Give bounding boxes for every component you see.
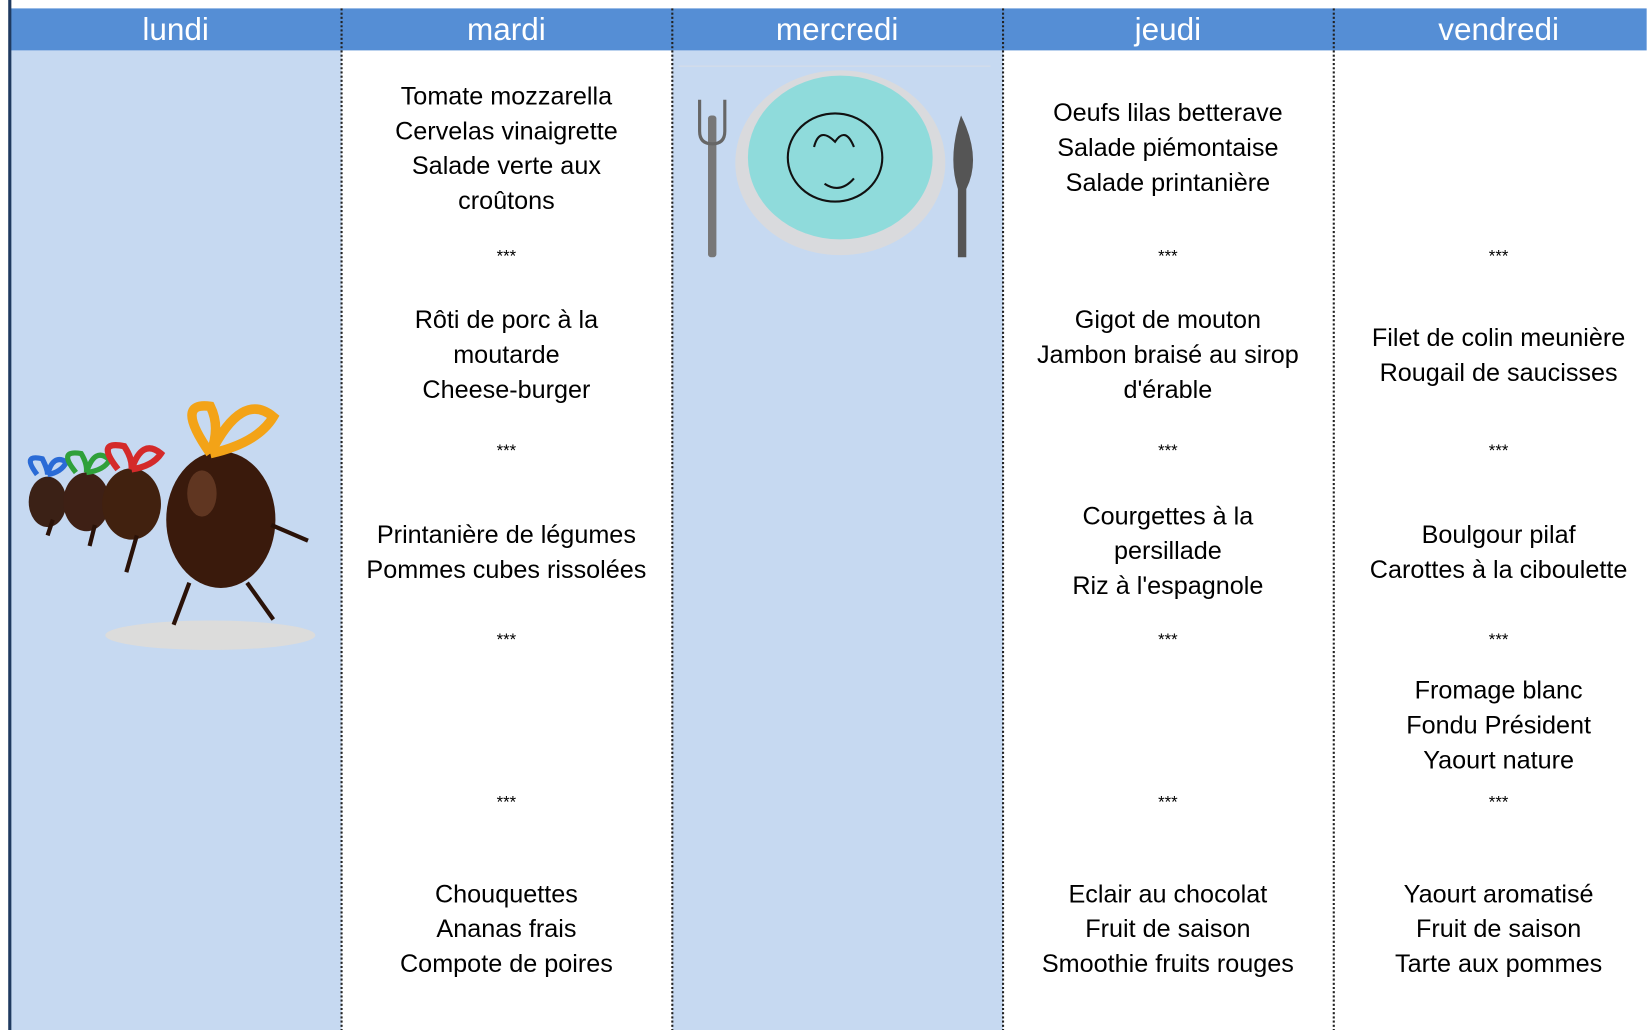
separator: *** [1158,247,1178,266]
menu-item: Printanière de légumes [377,521,636,549]
separator: *** [497,793,517,812]
separator: *** [497,441,517,460]
menu-item: Fruit de saison [1085,915,1250,943]
day-header: lundi [142,11,209,47]
day-header: mercredi [776,11,898,47]
menu-item: Fromage blanc [1415,677,1583,705]
menu-item: persillade [1114,537,1222,565]
menu-item: Boulgour pilaf [1422,521,1577,549]
menu-item: Fondu Président [1406,712,1591,740]
menu-item: Fruit de saison [1416,915,1581,943]
menu-item: Riz à l'espagnole [1072,572,1263,600]
separator: *** [1158,793,1178,812]
menu-item: Salade printanière [1066,169,1270,197]
menu-item: Ananas frais [436,915,576,943]
menu-item: Cervelas vinaigrette [395,117,618,145]
menu-item: Gigot de mouton [1075,306,1261,334]
menu-item: Oeufs lilas betterave [1053,99,1283,127]
easter-eggs-illustration [27,401,316,650]
menu-item: croûtons [458,187,555,215]
plate-illustration [678,65,991,258]
menu-item: Eclair au chocolat [1068,880,1267,908]
separator: *** [1158,441,1178,460]
menu-item: Tomate mozzarella [401,82,613,110]
menu-item: Yaourt nature [1423,746,1574,774]
separator: *** [497,247,517,266]
menu-item: Pommes cubes rissolées [366,556,646,584]
menu-item: Salade verte aux [412,152,601,180]
menu-item: Compote de poires [400,950,613,978]
menu-item: Cheese-burger [422,376,590,404]
menu-item: Jambon braisé au sirop [1037,341,1299,369]
header-bar [8,8,1647,51]
menu-item: Yaourt aromatisé [1404,880,1594,908]
separator: *** [1489,441,1509,460]
menu-item: Salade piémontaise [1057,134,1278,162]
day-header: mardi [467,11,546,47]
separator: *** [1489,247,1509,266]
menu-item: Chouquettes [435,880,578,908]
separator: *** [1489,630,1509,649]
menu-item: Courgettes à la [1082,502,1254,530]
menu-item: Carottes à la ciboulette [1370,556,1628,584]
menu-item: Filet de colin meunière [1372,324,1625,352]
menu-item: d'érable [1123,376,1212,404]
day-header: vendredi [1438,11,1559,47]
menu-item: Rôti de porc à la [415,306,599,334]
separator: *** [1489,793,1509,812]
menu-item: Smoothie fruits rouges [1042,950,1294,978]
menu-item: moutarde [453,341,559,369]
separator: *** [497,630,517,649]
separator: *** [1158,630,1178,649]
menu-item: Tarte aux pommes [1395,950,1602,978]
menu-item: Rougail de saucisses [1380,359,1618,387]
day-header: jeudi [1134,11,1202,47]
